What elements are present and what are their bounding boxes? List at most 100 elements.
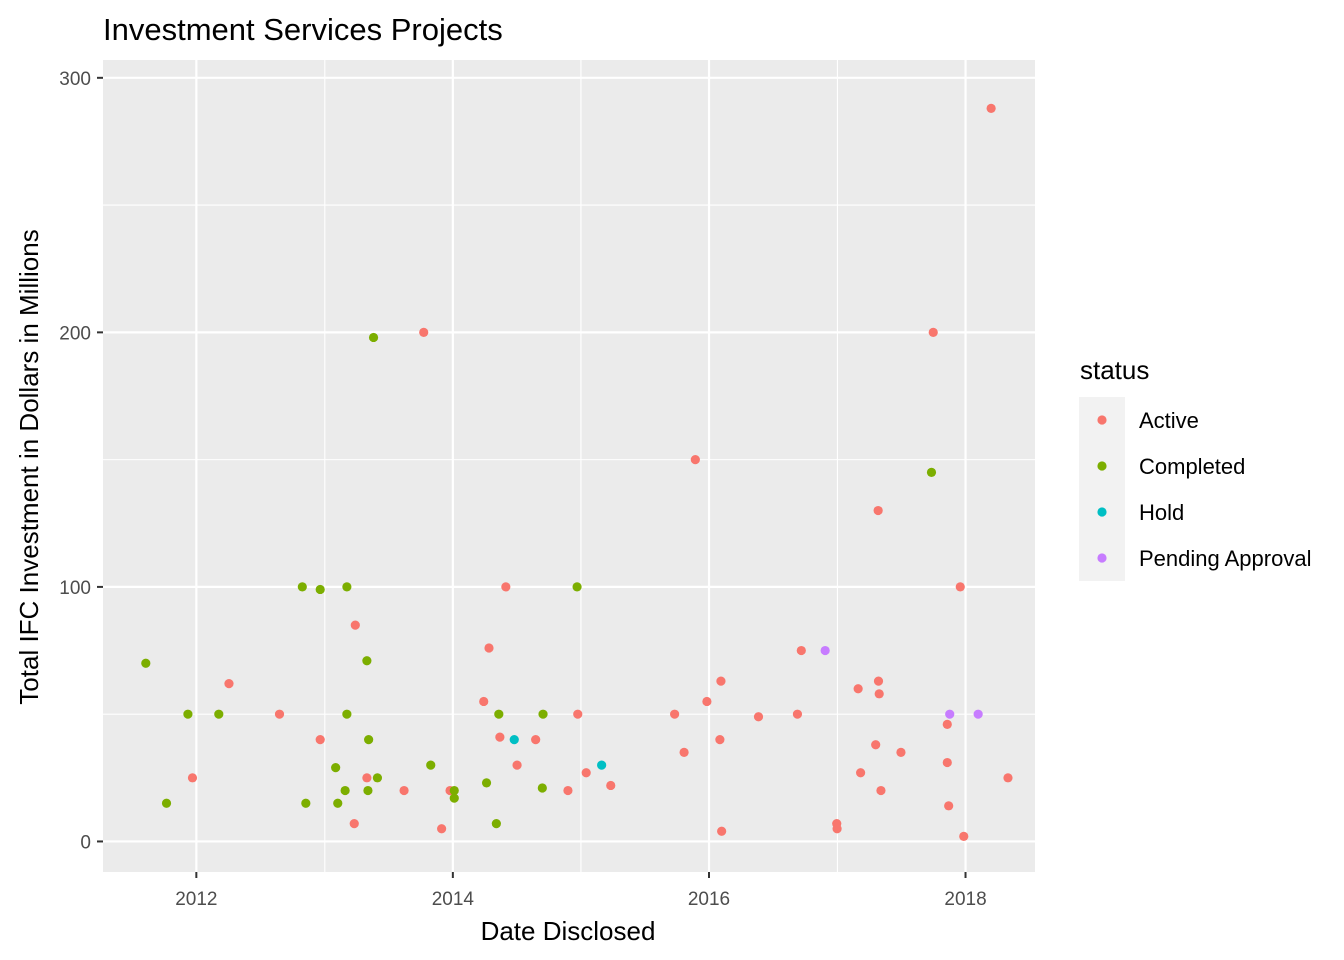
legend-label-hold: Hold: [1139, 500, 1184, 525]
y-tick-label: 100: [59, 578, 91, 599]
point-completed: [297, 582, 307, 592]
point-completed: [364, 735, 374, 745]
point-completed: [363, 785, 373, 796]
x-tick-labels: 2012 2014 2016 2018: [175, 889, 986, 910]
point-completed: [141, 658, 151, 668]
point-active: [715, 735, 725, 745]
y-tick-label: 0: [80, 832, 91, 853]
point-active: [419, 327, 429, 337]
point-completed: [315, 584, 325, 595]
point-completed: [362, 656, 372, 666]
point-completed: [368, 332, 379, 343]
point-active: [716, 676, 726, 686]
point-active: [187, 773, 198, 783]
point-active: [942, 719, 952, 729]
point-active: [670, 709, 680, 719]
major-gridlines: [103, 60, 1035, 872]
point-completed: [342, 709, 352, 719]
point-active: [224, 679, 234, 689]
chart-title: Investment Services Projects: [103, 12, 503, 47]
point-pending-approval: [820, 645, 830, 656]
y-tick-labels: 0 100 200 300: [59, 69, 91, 854]
point-active: [873, 676, 884, 686]
y-tick-label: 200: [59, 323, 91, 344]
legend-key-background: [1079, 397, 1125, 581]
point-active: [512, 760, 522, 770]
point-active: [944, 801, 954, 811]
point-active: [871, 740, 881, 750]
x-tick-label: 2014: [432, 889, 475, 910]
point-active: [1003, 773, 1013, 783]
point-active: [563, 785, 573, 796]
data-points: [141, 103, 1013, 841]
point-active: [896, 747, 906, 757]
point-active: [501, 582, 511, 592]
point-active: [679, 747, 689, 757]
point-active: [702, 696, 712, 707]
point-active: [437, 824, 447, 834]
point-completed: [214, 709, 224, 719]
point-active: [959, 831, 969, 841]
point-completed: [161, 798, 172, 808]
point-active: [873, 505, 883, 516]
point-hold: [509, 735, 519, 745]
point-active: [399, 785, 409, 796]
point-hold: [597, 760, 607, 770]
point-completed: [926, 467, 937, 477]
legend-key-hold: [1097, 507, 1107, 517]
point-active: [856, 768, 866, 778]
point-active: [955, 582, 965, 592]
legend-key-completed: [1097, 461, 1107, 471]
point-completed: [340, 785, 350, 796]
y-tick-label: 300: [59, 69, 91, 90]
point-completed: [342, 582, 352, 592]
legend-keys: Active Completed Hold Pending Approval: [1079, 397, 1311, 581]
point-completed: [449, 785, 459, 796]
point-active: [796, 645, 806, 656]
point-completed: [494, 709, 504, 719]
point-completed: [538, 709, 548, 719]
point-active: [717, 826, 727, 836]
x-tick-label: 2016: [688, 889, 730, 910]
point-completed: [301, 798, 311, 808]
x-tick-label: 2012: [175, 889, 217, 910]
point-completed: [537, 783, 547, 793]
point-completed: [331, 763, 341, 773]
point-completed: [481, 778, 492, 788]
point-active: [792, 709, 803, 719]
x-axis-title: Date Disclosed: [481, 916, 656, 946]
point-completed: [449, 793, 459, 803]
point-active: [876, 785, 886, 796]
y-axis-title: Total IFC Investment in Dollars in Milli…: [14, 229, 44, 704]
axis-ticks: [97, 76, 967, 878]
point-active: [581, 768, 591, 778]
legend-key-pending-approval: [1097, 553, 1107, 563]
point-active: [315, 735, 325, 745]
point-completed: [372, 773, 383, 783]
point-active: [753, 712, 764, 722]
legend-label-active: Active: [1139, 408, 1199, 433]
point-active: [690, 455, 700, 465]
point-active: [350, 620, 360, 630]
point-completed: [183, 709, 193, 719]
legend-label-pending-approval: Pending Approval: [1139, 546, 1311, 571]
point-active: [942, 757, 952, 768]
point-active: [495, 732, 505, 742]
legend: status Active Completed Hold Pending Approv…: [1079, 355, 1311, 581]
legend-label-completed: Completed: [1139, 454, 1245, 479]
minor-gridlines: [103, 60, 1035, 872]
point-active: [531, 735, 541, 745]
point-active: [349, 819, 359, 829]
point-active: [874, 689, 884, 699]
point-active: [928, 327, 938, 337]
point-active: [362, 773, 372, 783]
panel-background: [103, 60, 1035, 872]
point-active: [606, 780, 616, 791]
point-completed: [333, 798, 343, 808]
legend-key-active: [1097, 415, 1107, 425]
point-active: [986, 103, 996, 113]
point-completed: [572, 582, 582, 592]
point-active: [573, 709, 583, 719]
point-active: [479, 696, 489, 707]
